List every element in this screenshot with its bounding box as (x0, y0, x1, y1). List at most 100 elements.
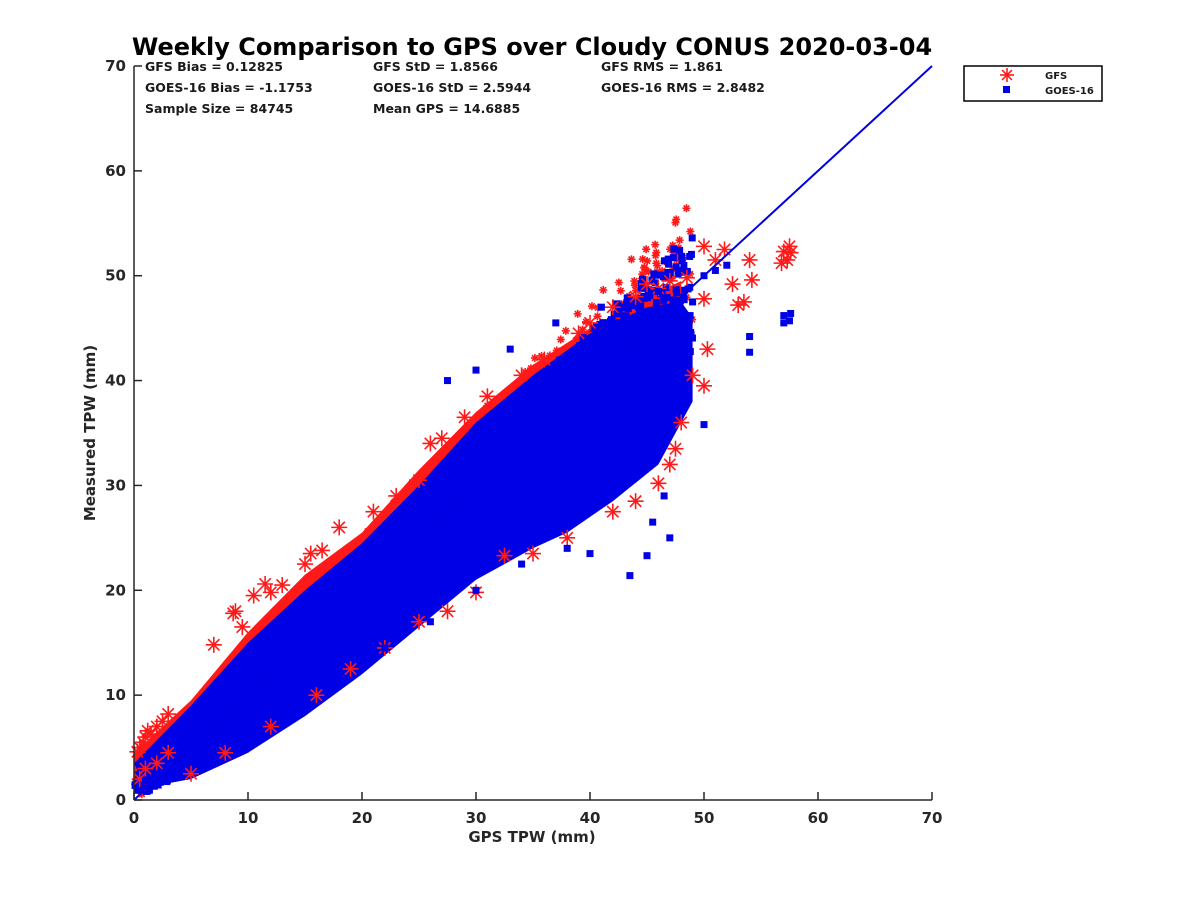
goes-point (299, 639, 307, 647)
goes-point (521, 404, 529, 412)
goes-point (287, 658, 295, 666)
goes-point (663, 293, 671, 301)
goes-point (664, 273, 672, 281)
goes-point (327, 613, 335, 621)
stat-goes-bias: GOES-16 Bias = -1.1753 (145, 80, 313, 95)
goes-point (329, 600, 337, 608)
goes-point (681, 318, 689, 326)
goes-point (551, 380, 559, 388)
goes-point (134, 778, 142, 786)
goes-point (412, 496, 420, 504)
goes-point (612, 367, 620, 375)
goes-point (510, 452, 518, 460)
goes-point (660, 257, 668, 265)
goes-point (276, 678, 284, 686)
goes-point (392, 540, 400, 548)
x-axis-label: GPS TPW (mm) (468, 828, 595, 846)
goes-point (531, 382, 539, 390)
goes-point (506, 472, 514, 480)
goes-point (297, 618, 305, 626)
goes-point (239, 688, 247, 696)
goes-point (554, 425, 562, 433)
gfs-point (148, 755, 165, 772)
goes-point (472, 503, 480, 511)
goes-point (454, 492, 462, 500)
goes-point (501, 430, 509, 438)
goes-point (592, 330, 600, 338)
gfs-point (274, 577, 291, 594)
goes-point (576, 341, 584, 349)
gfs-point (696, 238, 712, 255)
gfs-point (342, 660, 359, 677)
goes-point (430, 513, 438, 521)
goes-point (213, 694, 221, 702)
goes-point (419, 532, 427, 540)
goes-point (582, 377, 590, 385)
goes-point (267, 642, 275, 650)
goes-point (609, 360, 617, 368)
goes-point (298, 652, 306, 660)
goes-point (314, 646, 322, 654)
gfs-point (642, 245, 651, 254)
goes-point (398, 524, 406, 532)
gfs-point (667, 440, 684, 457)
goes-point (664, 344, 672, 352)
goes-point (426, 564, 434, 572)
goes-point (544, 372, 552, 380)
goes-point (395, 561, 403, 569)
gfs-point (526, 364, 535, 373)
goes-point (578, 438, 586, 446)
y-axis-label: Measured TPW (mm) (81, 345, 99, 521)
goes-point (581, 369, 589, 377)
goes-point (309, 609, 317, 617)
goes-point (277, 670, 285, 678)
gfs-point (675, 236, 684, 245)
goes-point (353, 564, 361, 572)
stat-goes-std: GOES-16 StD = 2.5944 (373, 80, 531, 95)
goes-point (670, 311, 678, 319)
goes-point (481, 454, 489, 462)
gfs-point (684, 367, 701, 384)
goes-point (323, 600, 331, 608)
goes-point (687, 250, 695, 258)
goes-point (662, 322, 670, 330)
goes-point (269, 661, 277, 669)
goes-point (537, 459, 545, 467)
gfs-point (627, 493, 644, 510)
goes-point (632, 321, 640, 329)
goes-point (321, 615, 329, 623)
goes-point (150, 782, 158, 790)
goes-point (572, 356, 580, 364)
goes-point (218, 693, 226, 701)
goes-point (191, 733, 199, 741)
goes-point (577, 390, 585, 398)
goes-point (540, 429, 548, 437)
goes-point (385, 543, 393, 551)
goes-point (525, 457, 533, 465)
goes-point (632, 361, 640, 369)
goes-point (628, 340, 636, 348)
goes-point (265, 679, 273, 687)
goes-point (359, 563, 367, 571)
goes-point (268, 691, 276, 699)
goes-point (415, 501, 423, 509)
goes-point (380, 594, 388, 602)
goes-point (463, 461, 471, 469)
goes-point (645, 351, 653, 359)
y-tick-label: 0 (116, 791, 126, 809)
goes-point (494, 504, 502, 512)
goes-point (601, 341, 609, 349)
goes-point (552, 319, 560, 327)
goes-point (153, 770, 161, 778)
goes-point (664, 372, 672, 380)
goes-point (451, 459, 459, 467)
chart-title: Weekly Comparison to GPS over Cloudy CON… (132, 33, 932, 61)
goes-point (412, 512, 420, 520)
goes-point (415, 565, 423, 573)
goes-point (261, 645, 269, 653)
goes-point (674, 349, 682, 357)
goes-point (648, 341, 656, 349)
goes-point (285, 629, 293, 637)
goes-point (536, 450, 544, 458)
goes-point (557, 371, 565, 379)
